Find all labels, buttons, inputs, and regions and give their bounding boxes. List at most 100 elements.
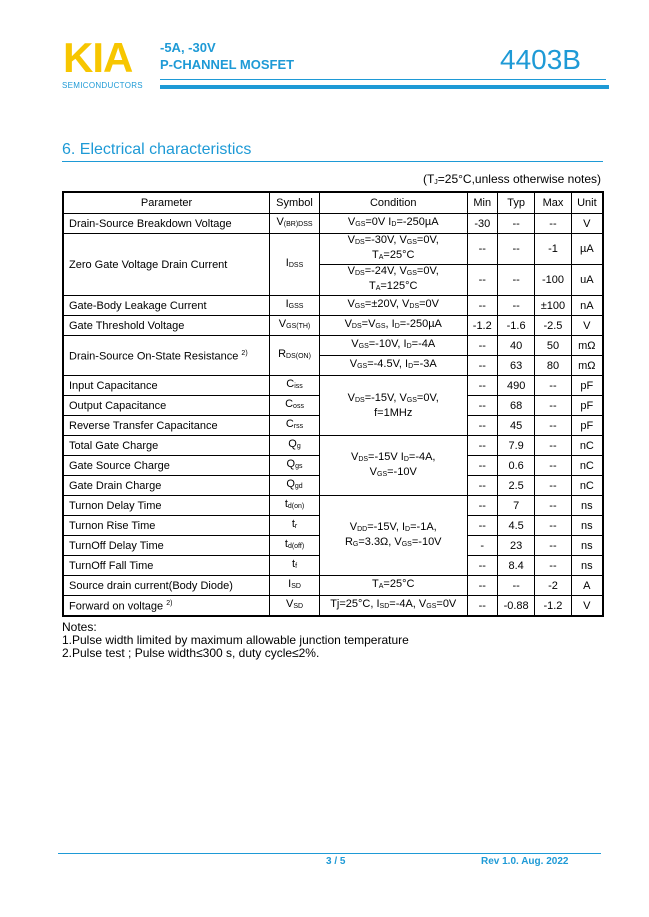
subscript: D xyxy=(403,455,409,463)
parameter-name: Input Capacitance xyxy=(69,379,158,392)
footnote-ref: 2) xyxy=(241,350,248,358)
subscript: gs xyxy=(295,463,303,470)
subscript: g xyxy=(296,443,301,450)
table-row: Gate Threshold Voltage VGS(TH) VDS=VGS, ID… xyxy=(62,315,604,336)
typ-cell: 8.4 xyxy=(497,555,536,576)
typ-cell: 2.5 xyxy=(497,475,536,496)
unit-cell: µA xyxy=(570,233,604,265)
subscript: A xyxy=(378,583,384,590)
min-cell: -- xyxy=(466,233,499,265)
symbol-cell: VGS(TH) xyxy=(269,315,320,336)
parameter-cell: Turnon Delay Time xyxy=(62,495,271,516)
table-row: Gate Drain Charge Qgd -- 2.5 -- nC xyxy=(62,475,604,496)
condition-cell: VDS=-24V, VGS=0V, TA=125°C xyxy=(318,264,468,296)
min-cell: -- xyxy=(466,375,499,396)
text-segment: =V xyxy=(361,318,376,330)
subscript: GS xyxy=(406,239,417,246)
condition-cell: VGS=±20V, VDS=0V xyxy=(318,295,468,316)
typ-cell: -- xyxy=(497,233,536,265)
unit-cell: mΩ xyxy=(570,335,604,356)
column-header: Symbol xyxy=(269,191,320,214)
max-cell: ±100 xyxy=(534,295,572,316)
min-cell: -- xyxy=(466,595,499,617)
subscript: DS xyxy=(351,323,362,330)
text-segment: V xyxy=(285,598,294,610)
max-cell: -- xyxy=(534,535,572,556)
max-cell: -2 xyxy=(534,575,572,596)
parameter-cell: TurnOff Delay Time xyxy=(62,535,271,556)
text-segment: T xyxy=(372,578,379,590)
subscript: iss xyxy=(294,383,303,390)
text-segment: =-4A xyxy=(411,338,436,350)
revision: Rev 1.0. Aug. 2022 xyxy=(481,856,569,867)
parameter-cell: Total Gate Charge xyxy=(62,435,271,456)
subscript: GS xyxy=(355,221,366,228)
column-header: Condition xyxy=(318,191,468,214)
unit-cell: nC xyxy=(570,455,604,476)
text-segment: =-10V, I xyxy=(368,338,407,350)
text-segment: =0V, xyxy=(416,265,439,277)
typ-cell: 4.5 xyxy=(497,515,536,536)
subscript: GSS xyxy=(288,303,304,310)
column-header: Min xyxy=(466,191,499,214)
text-segment: =-15V, I xyxy=(367,520,406,533)
symbol-cell: RDS(ON) xyxy=(269,335,320,376)
text-segment: V xyxy=(347,265,355,277)
conditions-note: (TJ=25°C,unless otherwise notes) xyxy=(423,172,601,186)
subscript: (BR)DSS xyxy=(283,221,313,228)
max-cell: -2.5 xyxy=(534,315,572,336)
typ-cell: 7 xyxy=(497,495,536,516)
parameter-name: TurnOff Delay Time xyxy=(69,539,164,552)
text-segment: , I xyxy=(385,318,395,330)
typ-cell: -0.88 xyxy=(497,595,536,617)
subscript: d(on) xyxy=(287,503,305,510)
logo-subtitle: SEMICONDUCTORS xyxy=(62,81,143,90)
parameter-cell: Gate Source Charge xyxy=(62,455,271,476)
table-row: Gate Source Charge Qgs -- 0.6 -- nC xyxy=(62,455,604,476)
subscript: G xyxy=(352,540,359,548)
max-cell: 50 xyxy=(534,335,572,356)
table-row: Forward on voltage 2) VSD Tj=25°C, ISD=-4A… xyxy=(62,595,604,617)
min-cell: -- xyxy=(466,335,499,356)
subscript: GS xyxy=(401,540,412,548)
symbol-cell: td(off) xyxy=(269,535,320,556)
text-segment: V xyxy=(344,318,352,330)
parameter-name: Gate Drain Charge xyxy=(69,479,162,492)
text-segment: =-1A, xyxy=(410,520,437,533)
text-segment: C xyxy=(285,418,294,430)
parameter-cell: Forward on voltage 2) xyxy=(62,595,271,617)
text-segment: Q xyxy=(286,458,296,470)
min-cell: -- xyxy=(466,295,499,316)
footnote-ref: 2) xyxy=(166,600,173,608)
header-divider-thick xyxy=(160,85,609,89)
subscript: DS xyxy=(354,397,365,404)
subscript: SD xyxy=(291,583,301,590)
column-header: Max xyxy=(534,191,572,214)
text-segment: =0V, xyxy=(416,234,439,246)
symbol-cell: Crss xyxy=(269,415,320,436)
parameter-name: Reverse Transfer Capacitance xyxy=(69,419,218,432)
subscript: GS xyxy=(426,603,437,610)
subscript: DS xyxy=(354,270,365,277)
text-segment: V xyxy=(347,216,356,228)
text-segment: t xyxy=(291,518,295,530)
subscript: D xyxy=(408,363,414,370)
condition-cell: Tj=25°C, ISD=-4A, VGS=0V xyxy=(318,595,468,617)
min-cell: -- xyxy=(466,435,499,456)
subscript: d(off) xyxy=(287,543,305,550)
min-cell: -- xyxy=(466,475,499,496)
table-row: Zero Gate Voltage Drain Current IDSS VDS=-… xyxy=(62,233,604,296)
text-segment: R xyxy=(278,348,287,360)
text-segment: V xyxy=(276,216,284,228)
subscript: r xyxy=(294,523,298,530)
max-cell: -1 xyxy=(534,233,572,265)
parameter-name: Gate Source Charge xyxy=(69,459,170,472)
subscript: gd xyxy=(294,483,303,490)
parameter-cell: Drain-Source Breakdown Voltage xyxy=(62,213,271,234)
typ-cell: -- xyxy=(497,264,536,296)
parameter-cell: Input Capacitance xyxy=(62,375,271,396)
note-pre: (T xyxy=(422,172,435,186)
condition-cell: VDD=-15V, ID=-1A, RG=3.3Ω, VGS=-10V xyxy=(318,495,468,576)
min-cell: -- xyxy=(466,415,499,436)
